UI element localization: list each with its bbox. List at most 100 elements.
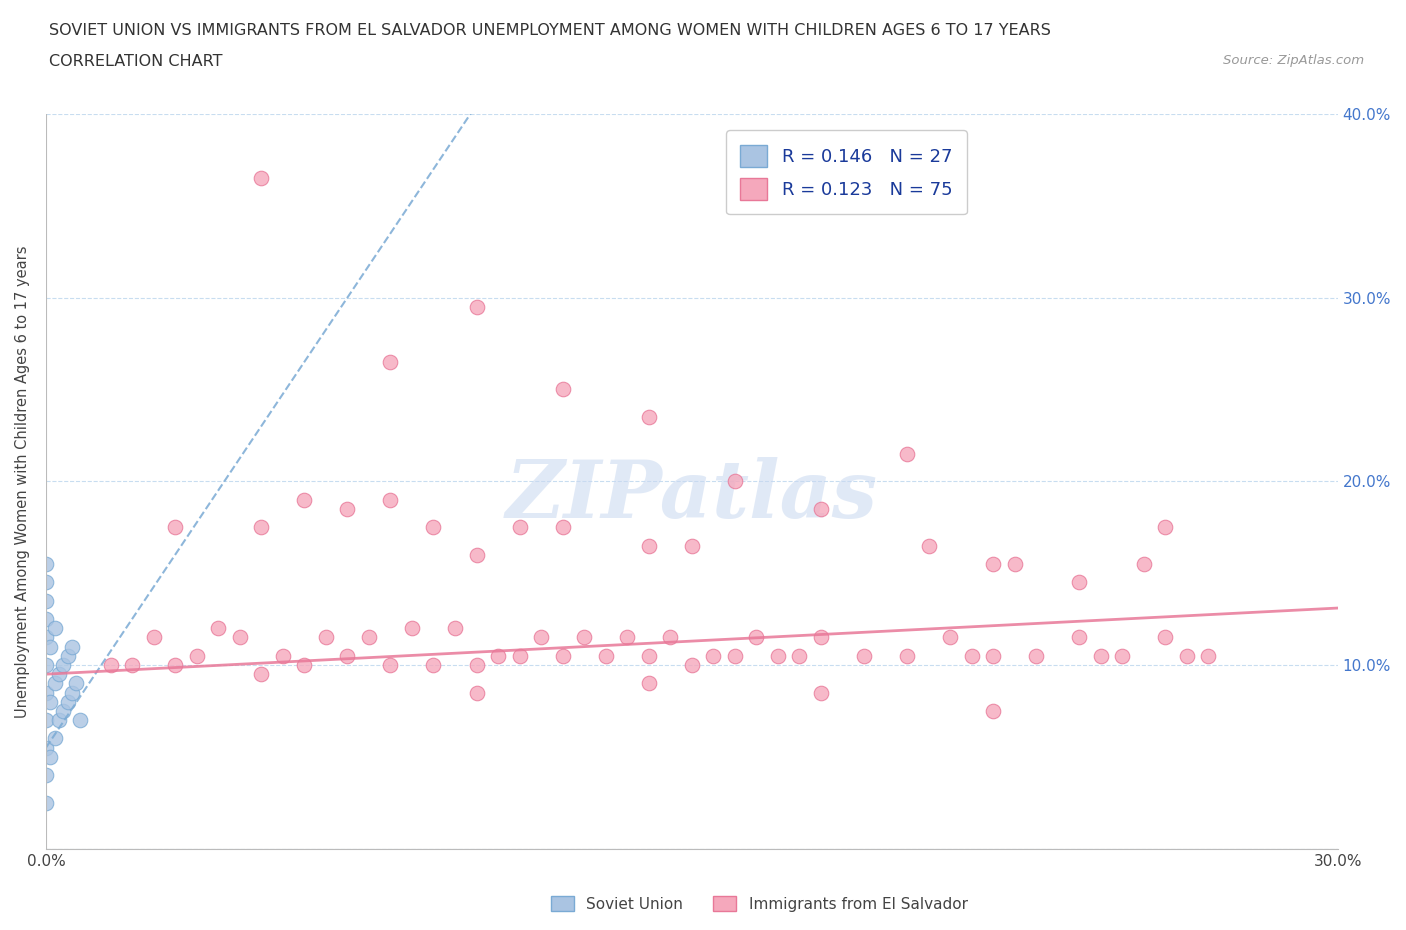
Point bbox=[486, 648, 509, 663]
Point bbox=[380, 354, 402, 369]
Point bbox=[681, 538, 703, 553]
Point bbox=[44, 731, 66, 746]
Point bbox=[422, 658, 444, 672]
Point bbox=[981, 648, 1004, 663]
Point bbox=[766, 648, 789, 663]
Point bbox=[121, 658, 143, 672]
Point bbox=[48, 712, 70, 727]
Point bbox=[616, 630, 638, 644]
Point bbox=[380, 658, 402, 672]
Point bbox=[896, 648, 918, 663]
Point bbox=[1175, 648, 1198, 663]
Point bbox=[637, 648, 659, 663]
Point bbox=[896, 446, 918, 461]
Point bbox=[745, 630, 768, 644]
Point bbox=[52, 658, 75, 672]
Point bbox=[35, 612, 58, 627]
Point bbox=[724, 648, 747, 663]
Point bbox=[465, 548, 488, 563]
Point bbox=[509, 648, 531, 663]
Point bbox=[637, 409, 659, 424]
Point bbox=[1004, 556, 1026, 571]
Point bbox=[56, 695, 79, 710]
Point bbox=[853, 648, 876, 663]
Point bbox=[228, 630, 250, 644]
Point bbox=[939, 630, 962, 644]
Point bbox=[810, 630, 832, 644]
Point bbox=[39, 695, 62, 710]
Point bbox=[551, 382, 574, 397]
Point bbox=[292, 658, 315, 672]
Point bbox=[39, 639, 62, 654]
Point bbox=[1069, 575, 1091, 590]
Point bbox=[35, 712, 58, 727]
Point bbox=[292, 492, 315, 507]
Point bbox=[52, 703, 75, 718]
Point bbox=[444, 621, 467, 636]
Point bbox=[1069, 630, 1091, 644]
Point bbox=[1133, 556, 1156, 571]
Point bbox=[810, 501, 832, 516]
Point bbox=[165, 520, 187, 535]
Point bbox=[659, 630, 682, 644]
Point bbox=[572, 630, 595, 644]
Y-axis label: Unemployment Among Women with Children Ages 6 to 17 years: Unemployment Among Women with Children A… bbox=[15, 246, 30, 718]
Point bbox=[35, 575, 58, 590]
Point bbox=[336, 501, 359, 516]
Point bbox=[1090, 648, 1112, 663]
Point bbox=[56, 648, 79, 663]
Point bbox=[595, 648, 617, 663]
Point bbox=[336, 648, 359, 663]
Point bbox=[509, 520, 531, 535]
Point bbox=[465, 299, 488, 314]
Point bbox=[960, 648, 983, 663]
Point bbox=[315, 630, 337, 644]
Point bbox=[250, 667, 273, 682]
Point bbox=[1111, 648, 1133, 663]
Point bbox=[465, 685, 488, 700]
Point bbox=[69, 712, 91, 727]
Point bbox=[60, 639, 83, 654]
Point bbox=[981, 556, 1004, 571]
Point bbox=[551, 520, 574, 535]
Point bbox=[39, 750, 62, 764]
Point bbox=[551, 648, 574, 663]
Text: CORRELATION CHART: CORRELATION CHART bbox=[49, 54, 222, 69]
Point bbox=[48, 667, 70, 682]
Point bbox=[35, 593, 58, 608]
Point bbox=[250, 171, 273, 186]
Point bbox=[380, 492, 402, 507]
Point bbox=[207, 621, 229, 636]
Point bbox=[271, 648, 294, 663]
Point bbox=[1154, 520, 1177, 535]
Point bbox=[724, 474, 747, 489]
Point bbox=[810, 685, 832, 700]
Point bbox=[422, 520, 444, 535]
Point bbox=[44, 621, 66, 636]
Point bbox=[401, 621, 423, 636]
Point bbox=[60, 685, 83, 700]
Point bbox=[186, 648, 208, 663]
Text: Source: ZipAtlas.com: Source: ZipAtlas.com bbox=[1223, 54, 1364, 67]
Point bbox=[1154, 630, 1177, 644]
Point bbox=[35, 795, 58, 810]
Point bbox=[35, 658, 58, 672]
Point bbox=[165, 658, 187, 672]
Text: ZIPatlas: ZIPatlas bbox=[506, 458, 877, 535]
Point bbox=[35, 768, 58, 783]
Point bbox=[357, 630, 380, 644]
Point bbox=[637, 676, 659, 691]
Point bbox=[35, 630, 58, 644]
Point bbox=[142, 630, 165, 644]
Point bbox=[65, 676, 87, 691]
Point bbox=[981, 703, 1004, 718]
Point bbox=[637, 538, 659, 553]
Legend: Soviet Union, Immigrants from El Salvador: Soviet Union, Immigrants from El Salvado… bbox=[544, 889, 974, 918]
Point bbox=[465, 658, 488, 672]
Point bbox=[100, 658, 122, 672]
Point bbox=[702, 648, 724, 663]
Point bbox=[917, 538, 939, 553]
Point bbox=[789, 648, 811, 663]
Point bbox=[1025, 648, 1047, 663]
Point bbox=[530, 630, 553, 644]
